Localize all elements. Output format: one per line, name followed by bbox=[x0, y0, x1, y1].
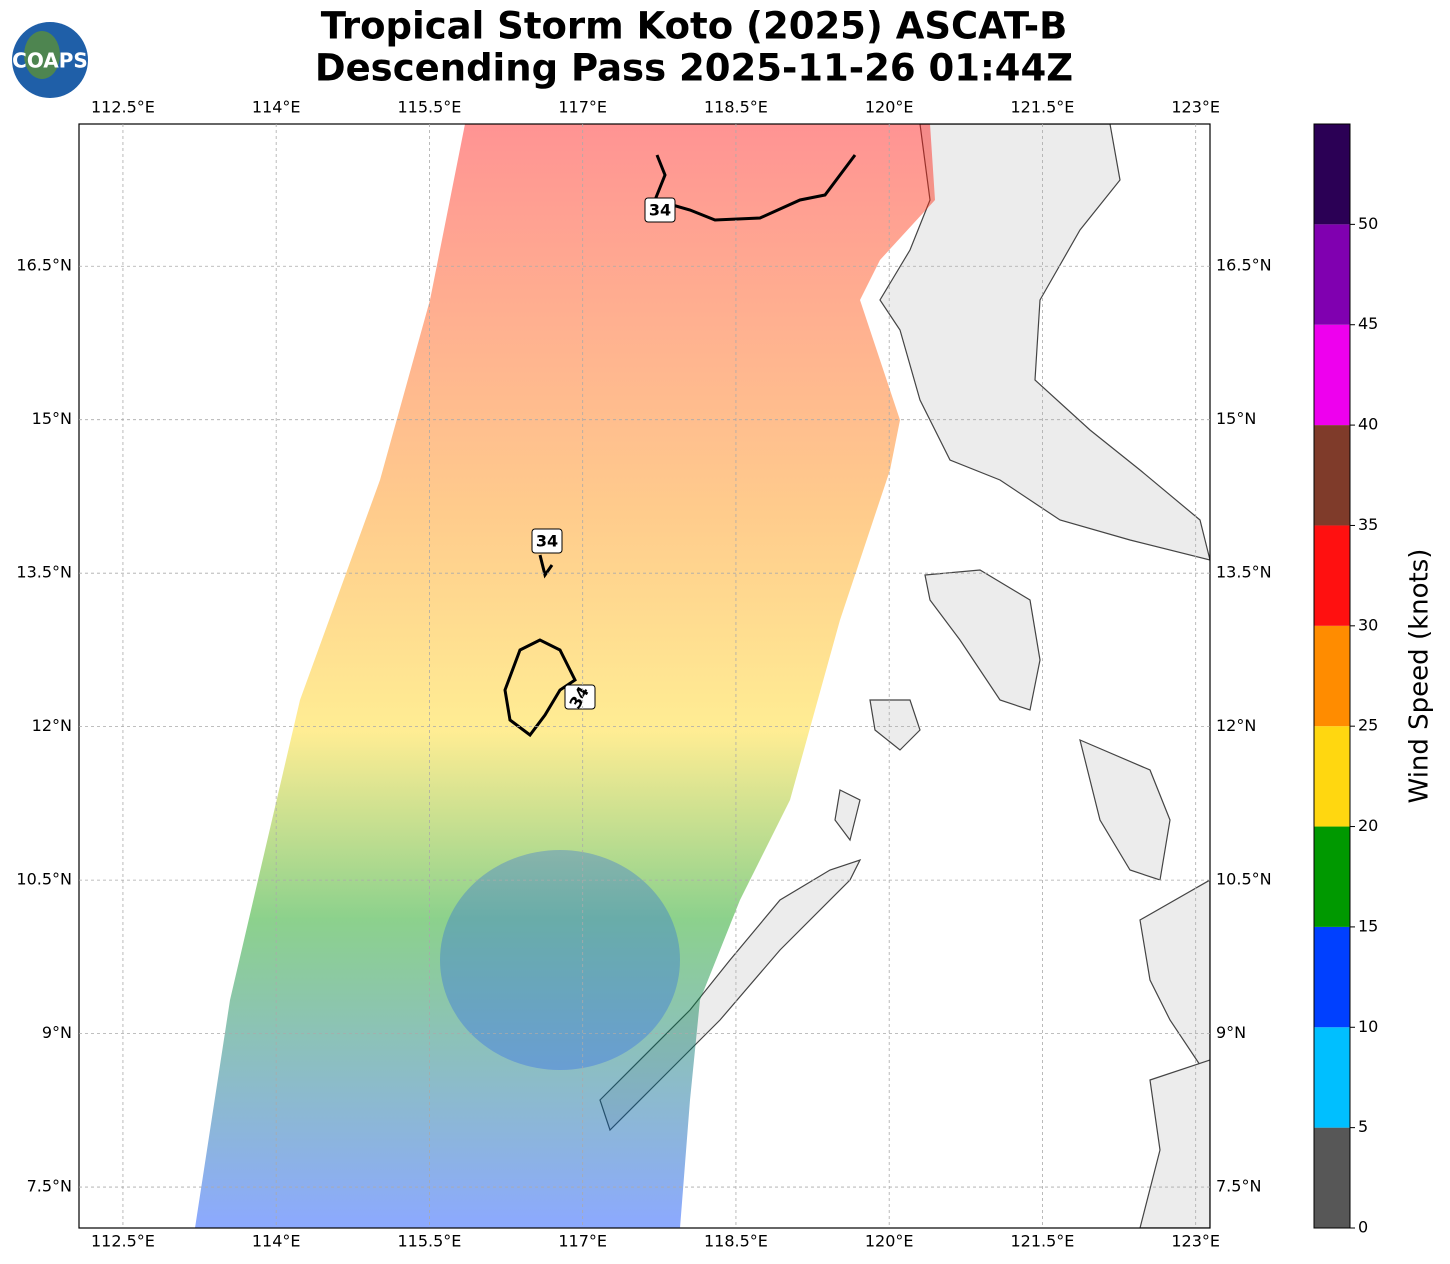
map-area bbox=[195, 124, 1210, 1228]
colorbar-tick-label: 30 bbox=[1358, 615, 1378, 634]
low-wind-center bbox=[440, 850, 680, 1070]
x-tick-label: 114°E bbox=[252, 98, 301, 117]
contour-label: 34 bbox=[536, 532, 558, 551]
y-tick-label: 13.5°N bbox=[16, 563, 72, 582]
contour-label-boxes bbox=[531, 197, 676, 710]
colorbar-bin bbox=[1314, 124, 1350, 225]
y-tick-label: 7.5°N bbox=[1216, 1177, 1261, 1196]
y-tick-label: 13.5°N bbox=[1216, 563, 1272, 582]
x-tick-label: 120°E bbox=[865, 98, 914, 117]
logo-text: COAPS bbox=[12, 49, 88, 73]
y-tick-label: 15°N bbox=[1216, 409, 1256, 428]
x-tick-label: 118.5°E bbox=[704, 1232, 768, 1251]
title: Tropical Storm Koto (2025) ASCAT-B bbox=[321, 5, 1068, 48]
colorbar-bin bbox=[1314, 726, 1350, 827]
x-tick-label: 121.5°E bbox=[1010, 1232, 1074, 1251]
y-tick-label: 16.5°N bbox=[16, 256, 72, 275]
x-tick-label: 112.5°E bbox=[91, 98, 155, 117]
x-tick-label: 118.5°E bbox=[704, 98, 768, 117]
colorbar-tick-label: 35 bbox=[1358, 515, 1378, 534]
y-tick-label: 7.5°N bbox=[27, 1177, 72, 1196]
colorbar-bin bbox=[1314, 926, 1350, 1028]
colorbar-bin bbox=[1314, 324, 1350, 426]
y-tick-label: 15°N bbox=[32, 409, 72, 428]
scatterometer-swath bbox=[195, 124, 935, 1228]
y-tick-label: 12°N bbox=[1216, 716, 1256, 735]
colorbar-tick-label: 5 bbox=[1358, 1117, 1368, 1136]
x-tick-label: 115.5°E bbox=[397, 98, 461, 117]
colorbar-label: Wind Speed (knots) bbox=[1405, 549, 1435, 804]
colorbar-bin bbox=[1314, 525, 1350, 626]
colorbar-bin bbox=[1314, 1127, 1350, 1228]
x-tick-label: 115.5°E bbox=[397, 1232, 461, 1251]
colorbar-tick-label: 0 bbox=[1358, 1218, 1368, 1237]
colorbar-bin bbox=[1314, 224, 1350, 325]
colorbar-tick-label: 45 bbox=[1358, 314, 1378, 333]
y-tick-label: 9°N bbox=[1216, 1023, 1246, 1042]
colorbar-tick-label: 15 bbox=[1358, 916, 1378, 935]
x-tick-label: 120°E bbox=[865, 1232, 914, 1251]
colorbar-bin bbox=[1314, 1027, 1350, 1128]
colorbar-bin bbox=[1314, 425, 1350, 526]
y-tick-label: 10.5°N bbox=[16, 870, 72, 889]
contour-label: 34 bbox=[649, 201, 671, 220]
colorbar-tick-label: 40 bbox=[1358, 415, 1378, 434]
colorbar-tick-label: 25 bbox=[1358, 716, 1378, 735]
x-tick-label: 121.5°E bbox=[1010, 98, 1074, 117]
map-frame bbox=[78, 123, 1211, 1229]
y-tick-label: 16.5°N bbox=[1216, 256, 1272, 275]
colorbar-tick-label: 10 bbox=[1358, 1017, 1378, 1036]
x-tick-label: 114°E bbox=[252, 1232, 301, 1251]
x-tick-label: 123°E bbox=[1171, 98, 1220, 117]
x-tick-label: 123°E bbox=[1171, 1232, 1220, 1251]
wind-contours bbox=[503, 154, 857, 738]
y-tick-label: 10.5°N bbox=[1216, 870, 1272, 889]
y-tick-label: 12°N bbox=[32, 716, 72, 735]
colorbar-frame bbox=[1313, 123, 1351, 1229]
colorbar-bin bbox=[1314, 826, 1350, 927]
title: Descending Pass 2025-11-26 01:44Z bbox=[315, 47, 1073, 90]
x-tick-label: 112.5°E bbox=[91, 1232, 155, 1251]
logo: COAPS bbox=[12, 22, 88, 98]
colorbar-tick-label: 20 bbox=[1358, 816, 1378, 835]
colorbar-bin bbox=[1314, 625, 1350, 727]
x-tick-label: 117°E bbox=[558, 1232, 607, 1251]
colorbar-tick-label: 50 bbox=[1358, 214, 1378, 233]
land bbox=[599, 124, 1210, 1228]
y-tick-label: 9°N bbox=[42, 1023, 72, 1042]
x-tick-label: 117°E bbox=[558, 98, 607, 117]
